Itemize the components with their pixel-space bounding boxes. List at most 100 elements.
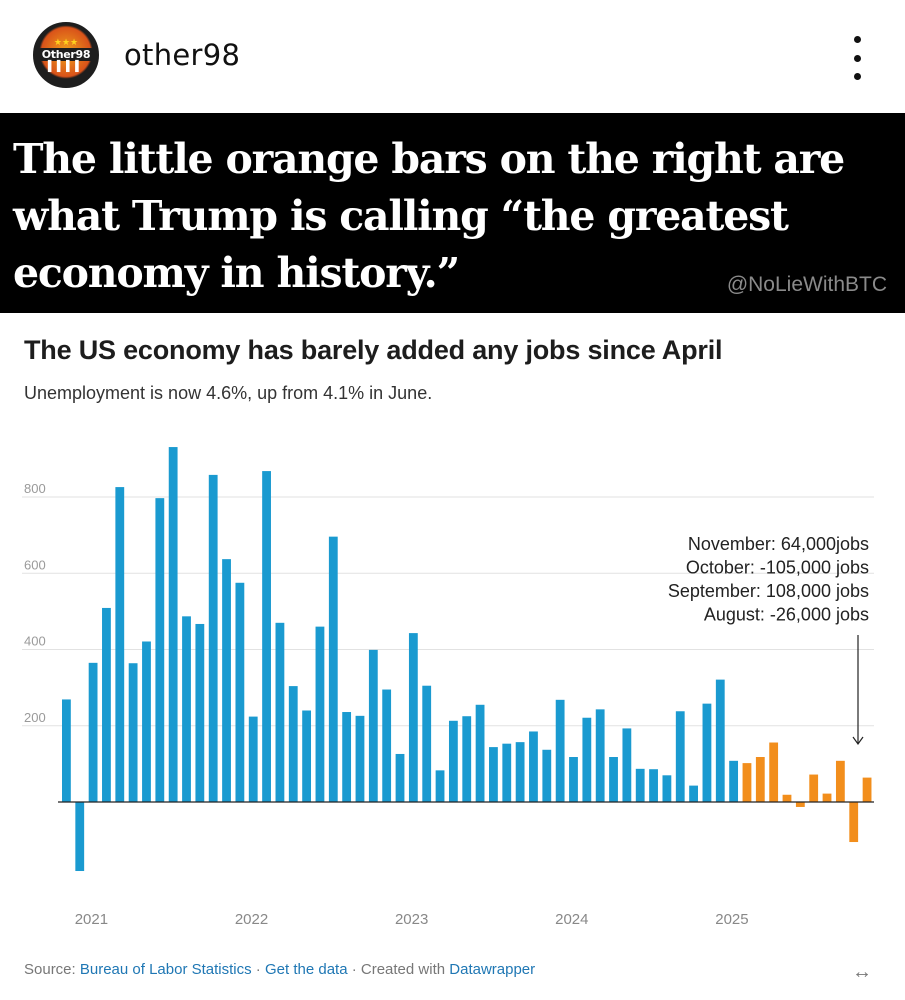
annotation-line: November: 64,000jobs [688,534,869,554]
avatar-logo-text: Other98 [38,48,94,61]
bar [328,536,338,802]
bar [555,699,565,802]
bar [809,774,819,802]
chart-axes: 200 400 600 800 2021 2022 2023 2024 2025 [24,481,874,928]
x-tick-label: 2023 [395,911,428,928]
more-vertical-icon-dot [853,73,861,80]
bar [262,471,271,802]
y-tick-label: 600 [24,557,46,572]
more-vertical-icon-dot [853,54,861,62]
avatar[interactable]: ★★★ Other98 ▌▌▌▌ [33,22,99,88]
source-link[interactable]: Bureau of Labor Statistics [79,961,252,978]
bar [208,474,218,802]
banner-caption: The little orange bars on the right are … [13,135,845,297]
bar [248,716,258,802]
bar [288,686,298,802]
more-options-button[interactable] [840,36,874,80]
chart-card: The US economy has barely added any jobs… [0,313,905,1000]
post-header: ★★★ Other98 ▌▌▌▌ other98 [0,0,905,113]
bar [729,760,739,802]
jobs-bar-chart: 200 400 600 800 2021 2022 2023 2024 2025 Novembe… [22,447,874,928]
bar [742,763,752,802]
bar [462,716,472,802]
chart-subtitle: Unemployment is now 4.6%, up from 4.1% i… [24,383,433,403]
chart-title: The US economy has barely added any jobs… [24,335,723,365]
bar [755,757,765,802]
bar [368,649,378,802]
annotation-line: September: 108,000 jobs [668,581,869,601]
bar [195,623,205,802]
bar [75,802,85,872]
chart-bars [62,447,872,872]
star-icon: ★★★ [53,37,79,47]
x-tick-label: 2021 [75,911,108,928]
bar [795,802,805,807]
bar [435,770,445,802]
bar [662,775,672,802]
bar [529,731,538,802]
caption-banner: The little orange bars on the right are … [0,113,905,313]
bar [142,641,151,802]
y-tick-label: 400 [24,634,46,649]
bar [235,582,245,802]
bar [502,743,512,802]
username[interactable]: other98 [124,38,241,72]
datawrapper-link[interactable]: Datawrapper [449,961,536,978]
bar [128,663,138,803]
expand-icon[interactable]: ↔ [852,961,872,983]
bar [315,626,325,803]
bar [822,793,832,802]
annotation-arrow-head [852,736,864,746]
bar [155,498,165,802]
bar [675,711,685,802]
bar [489,747,498,802]
bar [622,728,632,802]
bar [115,487,125,802]
annotation-line: October: -105,000 jobs [686,558,869,578]
footer-created-with: · Created with [347,961,450,978]
source-prefix: Source: [24,961,80,978]
bar [569,757,578,802]
annotation-line: August: -26,000 jobs [704,605,869,625]
chart-footer: Source: Bureau of Labor Statistics · Get… [24,961,535,978]
bar [422,685,432,802]
bar [689,785,698,802]
bar [635,768,645,802]
bar [88,662,98,802]
bar [769,742,779,802]
bar [355,715,365,802]
y-tick-label: 200 [24,710,46,725]
bar [702,703,712,802]
bar [582,717,592,802]
bar [849,802,859,843]
watermark: @NoLieWithBTC [726,273,887,296]
bar [302,710,312,802]
bar [649,769,658,802]
bar [62,699,71,802]
bar [182,616,191,802]
bar [609,757,618,802]
bar [222,559,231,802]
bar [168,447,178,802]
bar [835,760,845,802]
footer-separator: · [251,961,265,978]
get-data-link[interactable]: Get the data [264,961,348,978]
bar [862,777,872,802]
more-vertical-icon [853,36,861,43]
stripes-icon: ▌▌▌▌ [47,61,85,72]
x-tick-label: 2022 [235,911,268,928]
x-tick-label: 2024 [555,911,588,928]
x-tick-label: 2025 [715,911,748,928]
bar [342,712,352,802]
bar [715,679,725,802]
bar [448,720,458,802]
bar [782,794,792,802]
bar [275,622,285,802]
y-tick-label: 800 [24,481,46,496]
bar [595,709,605,802]
bar [395,753,405,802]
bar [475,704,485,802]
bar [515,742,525,802]
chart-annotation: November: 64,000jobs October: -105,000 jo… [668,534,869,746]
bar [382,689,392,802]
